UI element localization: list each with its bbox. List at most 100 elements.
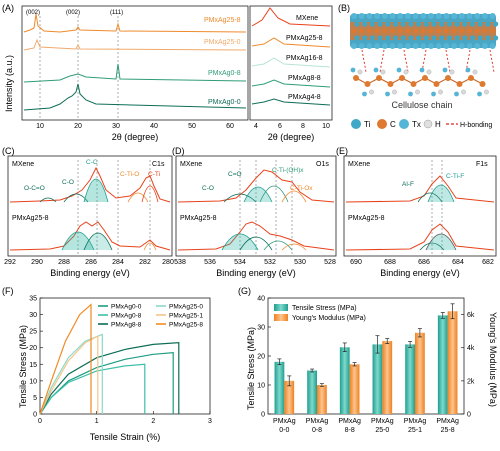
- y-tick-label: 15: [29, 362, 37, 369]
- ti-atom: [454, 21, 460, 27]
- panel-letter-a: (A): [2, 3, 14, 13]
- tick-label: 10: [322, 123, 330, 130]
- f1s-mxene-envelope: [345, 175, 495, 203]
- y-tick-label-right: 0: [467, 412, 471, 419]
- ti-atom: [423, 35, 429, 41]
- bar: [372, 344, 383, 414]
- fit-peak: [221, 233, 259, 251]
- inset-trace: [251, 57, 331, 68]
- y-tick-label: 0: [33, 412, 37, 419]
- x-axis-label: 2θ (degree): [268, 132, 315, 142]
- x-ticks: 538 536 534 532 530 528: [174, 259, 336, 266]
- ti-atom: [354, 35, 360, 41]
- tick-label: 30: [112, 123, 120, 130]
- h-atom: [484, 89, 489, 95]
- panel-letter-d: (D): [172, 146, 185, 156]
- tick-label: 682: [482, 259, 494, 266]
- h-bond-line: [489, 49, 495, 73]
- ti-atom: [362, 21, 368, 27]
- x-ticks: 4 6 8 10: [254, 123, 330, 130]
- ti-atom: [408, 21, 414, 27]
- legend-label: H-bonding: [460, 122, 492, 129]
- x-axis-label: Binding energy (eV): [50, 268, 130, 278]
- y-tick-label-right: 4k: [467, 345, 475, 352]
- inset-trace: [251, 37, 331, 48]
- o-atom: [465, 67, 471, 73]
- ti-atom: [446, 21, 452, 27]
- ti-atom: [469, 35, 476, 41]
- panel-a-frame: [21, 5, 249, 121]
- sample-label: PMxAg25-8: [180, 215, 217, 222]
- category-label: 0-8: [312, 427, 322, 434]
- fit-peak: [39, 197, 57, 203]
- panel-b-structure: Cellulose chain Ti C Tx H H-bonding: [350, 13, 499, 129]
- tx-atom: [428, 13, 434, 19]
- c-atom: [420, 28, 426, 34]
- fit-peak: [127, 192, 149, 203]
- series-line: [39, 303, 92, 415]
- y-tick-label: 30: [257, 325, 265, 332]
- y-axis-label: Tensile Stress (MPa): [18, 325, 28, 408]
- c-atom: [382, 28, 388, 34]
- ti-atom: [400, 35, 406, 41]
- y-tick-label-right: 2k: [467, 378, 475, 385]
- tick-label: 530: [294, 259, 306, 266]
- panel-g-bars: PMxAg 0-0 PMxAg 0-8 PMxAg 8-8 PMxAg 25-0 PMxAg 25…: [273, 303, 459, 434]
- tx-atom: [374, 43, 381, 49]
- x-tick-label: 0: [38, 418, 42, 425]
- fit-peak: [281, 190, 307, 203]
- legend-swatch: [274, 314, 288, 321]
- ti-atom-swatch: [351, 119, 361, 129]
- tx-atom: [489, 13, 496, 19]
- category-label: 25-8: [441, 427, 455, 434]
- h-atom: [403, 69, 409, 75]
- fit-peak: [425, 233, 457, 251]
- tx-atom: [466, 43, 473, 49]
- c-atom: [353, 75, 359, 81]
- ti-atom: [485, 35, 491, 41]
- inset-trace: [251, 98, 331, 106]
- h-atom: [461, 89, 466, 95]
- tick-label: 50: [188, 123, 196, 130]
- c-atom: [351, 28, 357, 34]
- region-label: O1s: [316, 161, 329, 168]
- tx-atom: [351, 43, 357, 49]
- ti-atom: [462, 21, 468, 27]
- h-atom: [449, 69, 455, 75]
- c-atom: [410, 81, 417, 87]
- xrd-trace-pmxag0-8: [23, 63, 247, 83]
- ti-atom: [477, 35, 483, 41]
- peak-label: C-Ti: [148, 171, 160, 178]
- bar: [317, 385, 327, 414]
- tx-atom: [397, 13, 404, 19]
- h-bond-line: [361, 49, 367, 73]
- bar: [437, 315, 448, 414]
- x-axis-label: Tensile Strain (%): [90, 432, 161, 442]
- tx-atom: [435, 13, 442, 19]
- tx-atom: [451, 13, 458, 19]
- tick-label: 4: [254, 123, 258, 130]
- tick-label: 538: [174, 259, 186, 266]
- category-label: 25-0: [375, 427, 389, 434]
- series-line: [39, 335, 99, 415]
- y-tick-label-right: 6k: [467, 312, 475, 319]
- peak-label: (111): [110, 10, 123, 16]
- fit-peak: [239, 236, 273, 251]
- x-axis-label: Binding energy (eV): [216, 268, 296, 278]
- xrd-trace-pmxag0-0: [23, 83, 247, 111]
- peak-label: O-C=O: [24, 185, 45, 192]
- ti-atom: [377, 35, 383, 41]
- y-tick-label: 30: [29, 312, 37, 319]
- panel-a-inset-frame: [249, 5, 333, 121]
- c-atom: [445, 75, 451, 81]
- c-atom: [405, 28, 411, 34]
- tick-label: 10: [36, 123, 44, 130]
- category-prefix: PMxAg: [436, 418, 459, 425]
- panel-c-frame: [7, 155, 173, 257]
- tx-atom: [489, 43, 496, 49]
- tx-atom: [412, 13, 419, 19]
- ti-atom: [369, 35, 375, 41]
- bar: [405, 344, 415, 414]
- ti-atom: [377, 21, 383, 27]
